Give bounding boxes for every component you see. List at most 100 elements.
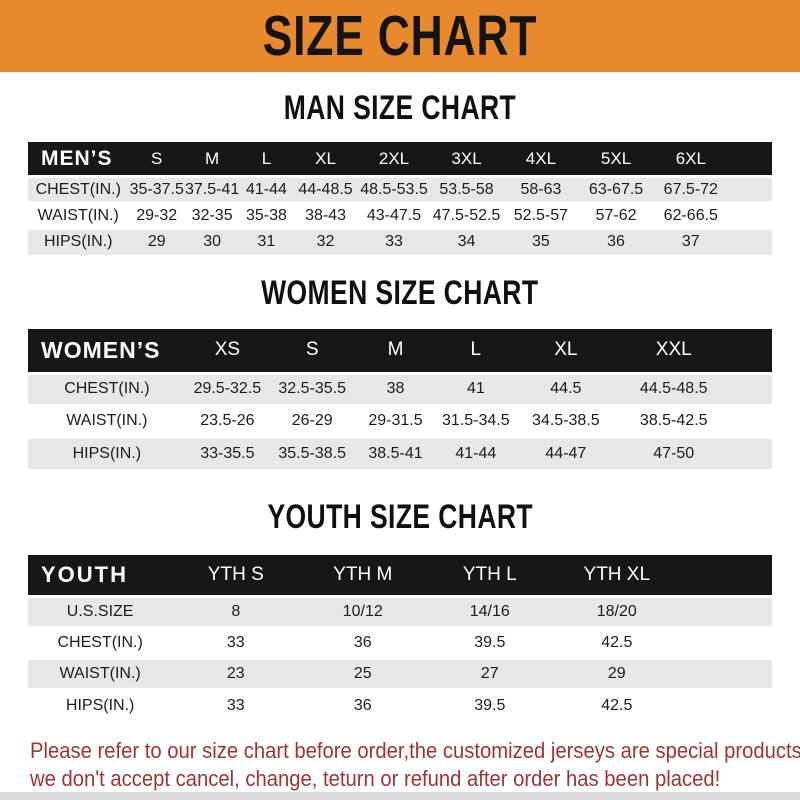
measurement-value: 36 [579,227,653,255]
measurement-value: 25 [299,657,427,690]
measurement-value: 41-44 [239,175,294,203]
youth-section-heading: YOUTH SIZE CHART [267,498,533,536]
measurement-value: 29.5-32.5 [185,371,270,405]
row-label: U.S.SIZE [28,595,173,628]
measurement-value: 26-29 [269,403,356,437]
size-column-header: YTH L [426,555,554,597]
measurement-value: 47-50 [615,435,732,469]
row-label: HIPS(IN.) [28,227,129,255]
size-column-header: S [128,142,185,177]
row-filler-cell [728,201,772,229]
measurement-value: 42.5 [553,688,681,721]
measurement-value: 62-66.5 [652,201,729,229]
measurement-value: 35-37.5 [128,175,185,203]
row-filler-cell [728,175,772,203]
measurement-row: CHEST(IN.) 29.5-32.5 32.5-35.5 38 41 44.5 44.5… [28,371,772,405]
measurement-row: CHEST(IN.) 35-37.5 37.5-41 41-44 44-48.5 48.5… [28,175,772,203]
men-size-table: MEN’S S M L XL 2XL 3XL 4XL 5XL 6XL CHEST(IN.) 35-37… [28,142,772,255]
measurement-value: 44-47 [516,435,616,469]
measurement-row: HIPS(IN.) 33-35.5 35.5-38.5 38.5-41 41-44 44-… [28,435,772,469]
size-column-header: YTH M [299,555,427,597]
measurement-row: WAIST(IN.) 23 25 27 29 [28,657,772,690]
measurement-row: HIPS(IN.) 29 30 31 32 33 34 35 36 37 [28,227,772,255]
measurement-value: 36 [299,688,427,721]
row-filler-cell [731,371,772,405]
measurement-value: 31 [239,227,294,255]
size-chart-banner: SIZE CHART [0,0,800,72]
measurement-value: 37 [652,227,729,255]
row-filler-cell [731,435,772,469]
size-column-header: YTH S [172,555,300,597]
measurement-value: 34 [430,227,503,255]
row-label: CHEST(IN.) [28,371,186,405]
measurement-value: 33-35.5 [185,435,270,469]
measurement-value: 44.5 [516,371,616,405]
banner-title: SIZE CHART [262,4,538,68]
measurement-value: 63-67.5 [579,175,653,203]
header-filler-cell [680,555,772,597]
size-column-header: M [184,142,240,177]
measurement-value: 29 [128,227,185,255]
measurement-value: 38-43 [293,201,358,229]
measurement-value: 29-31.5 [355,403,436,437]
size-column-header: L [435,328,517,373]
size-column-header: 4XL [502,142,580,177]
size-column-header: S [269,328,356,373]
measurement-value: 38 [355,371,436,405]
women-size-chart-section: WOMEN SIZE CHART WOMEN’S XS S M L XL XXL CHEST(… [0,273,800,469]
table-title-cell: WOMEN’S [28,328,186,373]
order-disclaimer: Please refer to our size chart before or… [30,737,800,793]
header-filler-cell [728,142,772,177]
men-section-heading: MAN SIZE CHART [283,89,517,127]
measurement-value: 48.5-53.5 [357,175,431,203]
measurement-value: 67.5-72 [652,175,729,203]
youth-size-chart-section: YOUTH SIZE CHART YOUTH YTH S YTH M YTH L YTH… [0,497,800,721]
measurement-value: 52.5-57 [502,201,580,229]
measurement-value: 35 [502,227,580,255]
women-size-table: WOMEN’S XS S M L XL XXL CHEST(IN.) 29.5-32.5 32.5… [28,328,772,469]
table-title-cell: MEN’S [28,142,129,177]
measurement-value: 43-47.5 [357,201,431,229]
measurement-value: 38.5-42.5 [615,403,732,437]
measurement-value: 42.5 [553,626,681,659]
row-filler-cell [680,688,772,721]
row-filler-cell [731,403,772,437]
men-size-chart-section: MAN SIZE CHART MEN’S S M L XL 2XL 3XL 4XL 5XL 6XL… [0,88,800,255]
size-column-header: 3XL [430,142,503,177]
row-label: CHEST(IN.) [28,626,173,659]
row-label: WAIST(IN.) [28,657,173,690]
measurement-row: WAIST(IN.) 23.5-26 26-29 29-31.5 31.5-34.5 34… [28,403,772,437]
row-label: WAIST(IN.) [28,403,186,437]
measurement-value: 23 [172,657,300,690]
measurement-value: 37.5-41 [184,175,240,203]
header-filler-cell [731,328,772,373]
size-column-header: 2XL [357,142,431,177]
measurement-value: 10/12 [299,595,427,628]
measurement-value: 57-62 [579,201,653,229]
size-column-header: XS [185,328,270,373]
measurement-value: 31.5-34.5 [435,403,517,437]
size-table-header-row: YOUTH YTH S YTH M YTH L YTH XL [28,555,772,597]
measurement-row: CHEST(IN.) 33 36 39.5 42.5 [28,626,772,659]
size-table-header-row: WOMEN’S XS S M L XL XXL [28,328,772,373]
disclaimer-line-1: Please refer to our size chart before or… [30,737,800,763]
size-table-header-row: MEN’S S M L XL 2XL 3XL 4XL 5XL 6XL [28,142,772,177]
measurement-value: 30 [184,227,240,255]
size-column-header: XL [516,328,616,373]
measurement-value: 18/20 [553,595,681,628]
row-label: WAIST(IN.) [28,201,129,229]
measurement-value: 23.5-26 [185,403,270,437]
row-filler-cell [680,595,772,628]
measurement-value: 35-38 [239,201,294,229]
measurement-value: 38.5-41 [355,435,436,469]
measurement-value: 41-44 [435,435,517,469]
measurement-value: 44-48.5 [293,175,358,203]
measurement-value: 36 [299,626,427,659]
measurement-value: 39.5 [426,626,554,659]
women-section-heading: WOMEN SIZE CHART [261,273,539,312]
measurement-value: 33 [357,227,431,255]
measurement-value: 29 [553,657,681,690]
measurement-value: 53.5-58 [430,175,503,203]
measurement-value: 33 [172,626,300,659]
measurement-value: 33 [172,688,300,721]
